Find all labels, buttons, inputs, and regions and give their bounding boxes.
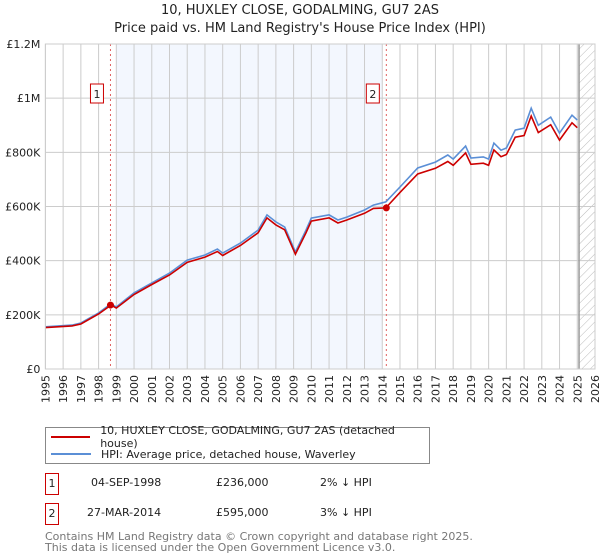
sale-label: 1 bbox=[93, 88, 100, 101]
legend-label: HPI: Average price, detached house, Wave… bbox=[101, 447, 356, 461]
y-tick-label: £0 bbox=[26, 363, 40, 376]
sale-date: 27-MAR-2014 bbox=[87, 506, 162, 519]
legend-swatch-blue bbox=[51, 453, 91, 455]
x-tick-label: 2008 bbox=[270, 375, 283, 403]
x-tick-label: 2020 bbox=[483, 375, 496, 403]
legend-item-property: 10, HUXLEY CLOSE, GODALMING, GU7 2AS (de… bbox=[51, 424, 429, 450]
x-tick-label: 1998 bbox=[93, 375, 106, 403]
x-tick-label: 2017 bbox=[429, 375, 442, 403]
sale-point bbox=[106, 301, 114, 309]
x-tick-label: 2024 bbox=[554, 375, 567, 403]
sale-hpi-diff: 3% ↓ HPI bbox=[320, 506, 372, 519]
sale-label-box bbox=[365, 83, 380, 104]
x-tick-label: 2002 bbox=[164, 375, 177, 403]
x-tick-label: 2001 bbox=[146, 375, 159, 403]
x-tick-label: 2000 bbox=[128, 375, 141, 403]
sale-point bbox=[382, 204, 390, 212]
x-tick-label: 2007 bbox=[252, 375, 265, 403]
y-tick-label: £400K bbox=[5, 255, 41, 268]
x-tick-label: 2003 bbox=[181, 375, 194, 403]
x-tick-label: 1997 bbox=[75, 375, 88, 403]
x-tick-label: 2022 bbox=[518, 375, 531, 403]
x-tick-label: 2006 bbox=[234, 375, 247, 403]
x-tick-label: 2016 bbox=[412, 375, 425, 403]
footer: Contains HM Land Registry data © Crown c… bbox=[45, 531, 473, 553]
chart-title: 10, HUXLEY CLOSE, GODALMING, GU7 2AS bbox=[160, 3, 440, 18]
sale-label: 2 bbox=[369, 88, 376, 101]
x-tick-label: 2014 bbox=[376, 375, 389, 403]
x-tick-label: 1999 bbox=[110, 375, 123, 403]
y-tick-label: £1M bbox=[17, 92, 41, 105]
sale-row: 1 04-SEP-1998 £236,000 2% ↓ HPI bbox=[45, 473, 445, 495]
price-chart: 1995 1996 1997 1998 1999 2000 2001 2002 2003 2004… bbox=[5, 38, 600, 403]
chart-subtitle: Price paid vs. HM Land Registry's House … bbox=[114, 21, 486, 36]
y-tick-label: £1.2M bbox=[6, 38, 40, 51]
x-tick-label: 2011 bbox=[323, 375, 336, 403]
footer-line: Contains HM Land Registry data © Crown c… bbox=[45, 530, 473, 543]
x-tick-label: 2015 bbox=[394, 375, 407, 403]
sale-row: 2 27-MAR-2014 £595,000 3% ↓ HPI bbox=[45, 503, 445, 525]
x-tick-label: 2019 bbox=[465, 375, 478, 403]
sale-label-box bbox=[89, 83, 104, 104]
legend-label: 10, HUXLEY CLOSE, GODALMING, GU7 2AS (de… bbox=[100, 424, 395, 450]
x-tick-label: 1996 bbox=[57, 375, 70, 403]
chart-legend: 10, HUXLEY CLOSE, GODALMING, GU7 2AS (de… bbox=[45, 424, 430, 464]
plot-border bbox=[44, 43, 596, 370]
x-tick-label: 2013 bbox=[359, 375, 372, 403]
x-tick-label: 1995 bbox=[39, 375, 52, 403]
x-tick-label: 2009 bbox=[288, 375, 301, 403]
legend-item-hpi: HPI: Average price, detached house, Wave… bbox=[51, 446, 356, 462]
y-tick-label: £600K bbox=[5, 201, 41, 214]
hpi-series-line bbox=[45, 105, 578, 328]
sale-badge: 1 bbox=[45, 473, 59, 495]
y-tick-label: £800K bbox=[5, 146, 41, 159]
x-tick-label: 2010 bbox=[305, 375, 318, 403]
sale-price: £595,000 bbox=[216, 506, 269, 519]
property-series-line bbox=[45, 113, 578, 329]
sale-date: 04-SEP-1998 bbox=[91, 476, 162, 489]
x-tick-label: 2026 bbox=[589, 375, 600, 403]
x-tick-label: 2023 bbox=[536, 375, 549, 403]
sale-hpi-diff: 2% ↓ HPI bbox=[320, 476, 372, 489]
x-tick-label: 2004 bbox=[199, 375, 212, 403]
x-tick-label: 2018 bbox=[447, 375, 460, 403]
sale-badge: 2 bbox=[45, 503, 59, 525]
x-tick-label: 2025 bbox=[571, 375, 584, 403]
sale-price: £236,000 bbox=[216, 476, 269, 489]
y-tick-label: £200K bbox=[5, 309, 41, 322]
legend-swatch-red bbox=[51, 436, 91, 438]
x-tick-label: 2012 bbox=[341, 375, 354, 403]
x-tick-label: 2005 bbox=[217, 375, 230, 403]
footer-line: This data is licensed under the Open Gov… bbox=[45, 541, 396, 554]
x-tick-label: 2021 bbox=[500, 375, 513, 403]
